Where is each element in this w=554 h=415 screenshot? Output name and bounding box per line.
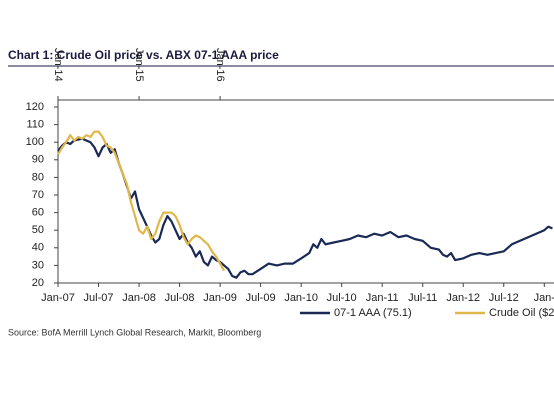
x-tick-label: Jan-: [534, 292, 554, 304]
legend-label: 07-1 AAA (75.1): [334, 307, 412, 319]
x-tick-label: Jul-10: [327, 292, 357, 304]
x-tick-label: Jul-12: [489, 292, 519, 304]
x-tick-label: Jan-09: [203, 292, 237, 304]
y-tick-label: 120: [26, 101, 44, 113]
x-tick-label: Jan-07: [41, 292, 75, 304]
y-tick-label: 20: [32, 277, 44, 289]
y-tick-label: 30: [32, 259, 44, 271]
x-tick-label: Jan-08: [122, 292, 156, 304]
x2-tick-label: Jan-15: [133, 48, 145, 82]
x-tick-label: Jan-12: [446, 292, 480, 304]
x-tick-label: Jul-07: [84, 292, 114, 304]
x-tick-label: Jul-08: [165, 292, 195, 304]
chart-title: Chart 1: Crude Oil price vs. ABX 07-1 AA…: [8, 48, 279, 62]
x2-tick-label: Jan-14: [52, 48, 64, 82]
y-tick-label: 70: [32, 189, 44, 201]
x-tick-label: Jul-09: [246, 292, 276, 304]
y-tick-label: 80: [32, 171, 44, 183]
x2-tick-label: Jan-16: [214, 48, 226, 82]
x-tick-label: Jan-11: [366, 292, 399, 304]
series-line: [57, 130, 226, 272]
y-tick-label: 110: [26, 119, 44, 131]
x-tick-label: Jan-10: [284, 292, 318, 304]
y-tick-label: 100: [26, 136, 44, 148]
y-tick-label: 40: [32, 242, 44, 254]
y-tick-label: 50: [32, 224, 44, 236]
x-tick-label: Jul-11: [408, 292, 437, 304]
y-tick-label: 60: [32, 207, 44, 219]
y-tick-label: 90: [32, 154, 44, 166]
legend-label: Crude Oil ($29.5): [489, 307, 554, 319]
source: Source: BofA Merrill Lynch Global Resear…: [8, 327, 261, 337]
